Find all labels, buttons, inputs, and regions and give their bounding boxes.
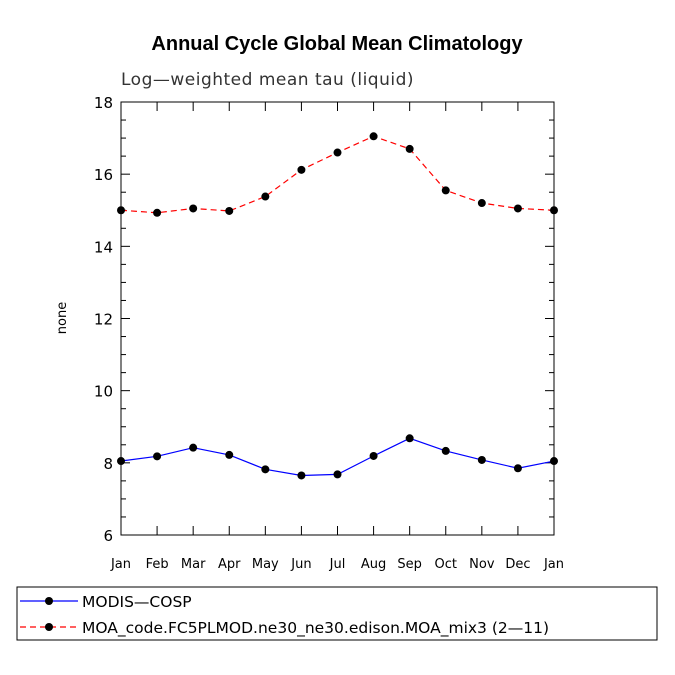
series-1-point [477,199,486,208]
series-1-point [297,165,306,174]
legend-label-moa: MOA_code.FC5PLMOD.ne30_ne30.edison.MOA_m… [82,619,549,638]
y-tick-label: 8 [103,455,113,473]
series-layer [117,132,558,480]
chart-subtitle: Log—weighted mean tau (liquid) [121,70,414,90]
y-axis-label: none [55,302,70,334]
series-0-point [513,464,522,473]
y-axis: 6 8 10 12 14 16 18 [94,94,554,545]
series-0-point [333,470,342,479]
series-0-point [261,465,270,474]
x-tick-label: Jan [543,557,564,572]
series-1-point [513,204,522,213]
series-line-0 [120,437,555,477]
plot-area [120,101,555,536]
legend-box [16,586,658,641]
x-axis: Jan Feb Mar Apr May Jun Jul Aug Sep Oct Nov Dec Jan [110,102,564,572]
series-1-point [333,148,342,157]
y-tick-label: 18 [94,94,113,112]
x-tick-label: Feb [146,557,169,572]
y-tick-label: 16 [94,166,113,184]
series-1-point [225,206,234,215]
series-1-point [153,208,162,217]
series-1-point [405,144,414,153]
legend-marker-moa [45,623,53,631]
chart-title: Annual Cycle Global Mean Climatology [151,33,523,55]
series-0-point [225,450,234,459]
series-0-point [369,451,378,460]
series-1-point [261,192,270,201]
series-0-point [477,455,486,464]
series-0-point [441,446,450,455]
legend: MODIS—COSP MOA_code.FC5PLMOD.ne30_ne30.e… [16,586,658,641]
series-0-point [550,457,558,466]
series-0-point [117,457,125,466]
plot-frame [120,101,555,536]
x-tick-label: Aug [361,557,386,572]
legend-marker-modis [45,597,53,605]
series-1-point [117,206,125,215]
series-0-point [297,471,306,480]
series-0-point [189,443,198,452]
series-line-1 [120,135,555,214]
series-1-point [369,132,378,141]
x-tick-label: Jan [110,557,131,572]
y-tick-label: 6 [103,527,113,545]
x-tick-label: Jul [329,557,346,572]
series-0-point [405,434,414,443]
series-1-point [550,206,558,215]
x-tick-label: Jun [290,557,311,572]
x-tick-label: Oct [435,557,457,572]
x-tick-label: Nov [469,557,495,572]
series-0-point [153,452,162,461]
y-tick-label: 14 [94,238,113,256]
series-1-point [189,204,198,213]
x-tick-label: Dec [505,557,530,572]
series-1-point [441,186,450,195]
legend-label-modis: MODIS—COSP [82,593,192,611]
x-tick-label: May [252,557,279,572]
y-tick-label: 12 [94,311,113,329]
x-tick-label: Sep [397,557,422,572]
y-tick-label: 10 [94,383,113,401]
x-tick-label: Mar [181,557,206,572]
x-tick-label: Apr [218,557,241,572]
